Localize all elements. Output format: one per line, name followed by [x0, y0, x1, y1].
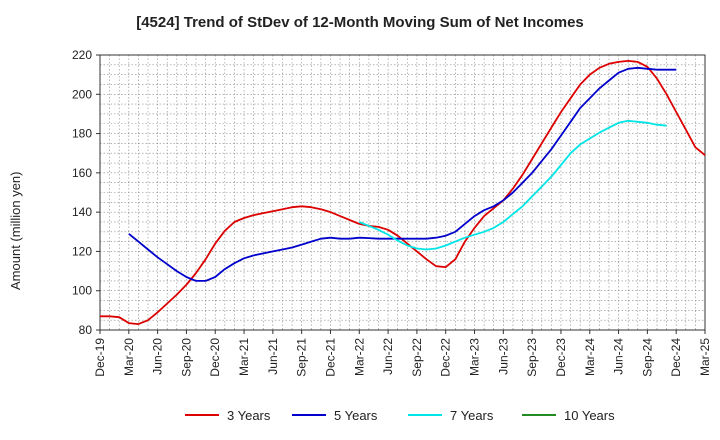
x-tick-label: Jun-22: [381, 338, 395, 375]
plot-frame: [99, 54, 706, 331]
x-tick-label: Dec-20: [208, 338, 222, 377]
x-tick-label: Sep-24: [640, 338, 654, 377]
y-tick-label: 180: [72, 127, 92, 141]
x-tick-label: Dec-19: [93, 338, 107, 377]
x-tick-label: Jun-23: [496, 338, 510, 375]
x-tick-label: Dec-22: [439, 338, 453, 377]
x-tick-label: Jun-21: [266, 338, 280, 375]
legend-label: 7 Years: [450, 408, 494, 423]
x-tick-label: Jun-24: [612, 338, 626, 375]
x-tick-label: Mar-20: [122, 338, 136, 376]
x-tick-label: Dec-23: [554, 338, 568, 377]
x-tick-label: Mar-22: [352, 338, 366, 376]
y-tick-label: 80: [79, 323, 93, 337]
x-tick-label: Mar-23: [468, 338, 482, 376]
y-tick-label: 120: [72, 244, 92, 258]
y-tick-label: 200: [72, 87, 92, 101]
x-tick-label: Dec-21: [323, 338, 337, 377]
y-tick-label: 160: [72, 166, 92, 180]
chart-title: [4524] Trend of StDev of 12-Month Moving…: [136, 14, 584, 31]
legend-label: 5 Years: [334, 408, 378, 423]
x-tick-label: Jun-20: [151, 338, 165, 375]
x-tick-label: Dec-24: [669, 338, 683, 377]
x-tick-label: Mar-24: [583, 338, 597, 376]
x-tick-label: Sep-23: [525, 338, 539, 377]
series-line-3-years: [100, 60, 706, 326]
y-tick-label: 140: [72, 205, 92, 219]
x-tick-label: Mar-21: [237, 338, 251, 376]
x-tick-label: Sep-21: [295, 338, 309, 377]
y-tick-label: 220: [72, 48, 92, 62]
legend-label: 10 Years: [564, 408, 615, 423]
x-tick-label: Sep-22: [410, 338, 424, 377]
y-tick-label: 100: [72, 284, 92, 298]
legend-label: 3 Years: [227, 408, 271, 423]
series-line-5-years: [128, 66, 677, 282]
series-line-7-years: [358, 119, 667, 251]
x-tick-label: Mar-25: [698, 338, 712, 376]
x-tick-label: Sep-20: [179, 338, 193, 377]
